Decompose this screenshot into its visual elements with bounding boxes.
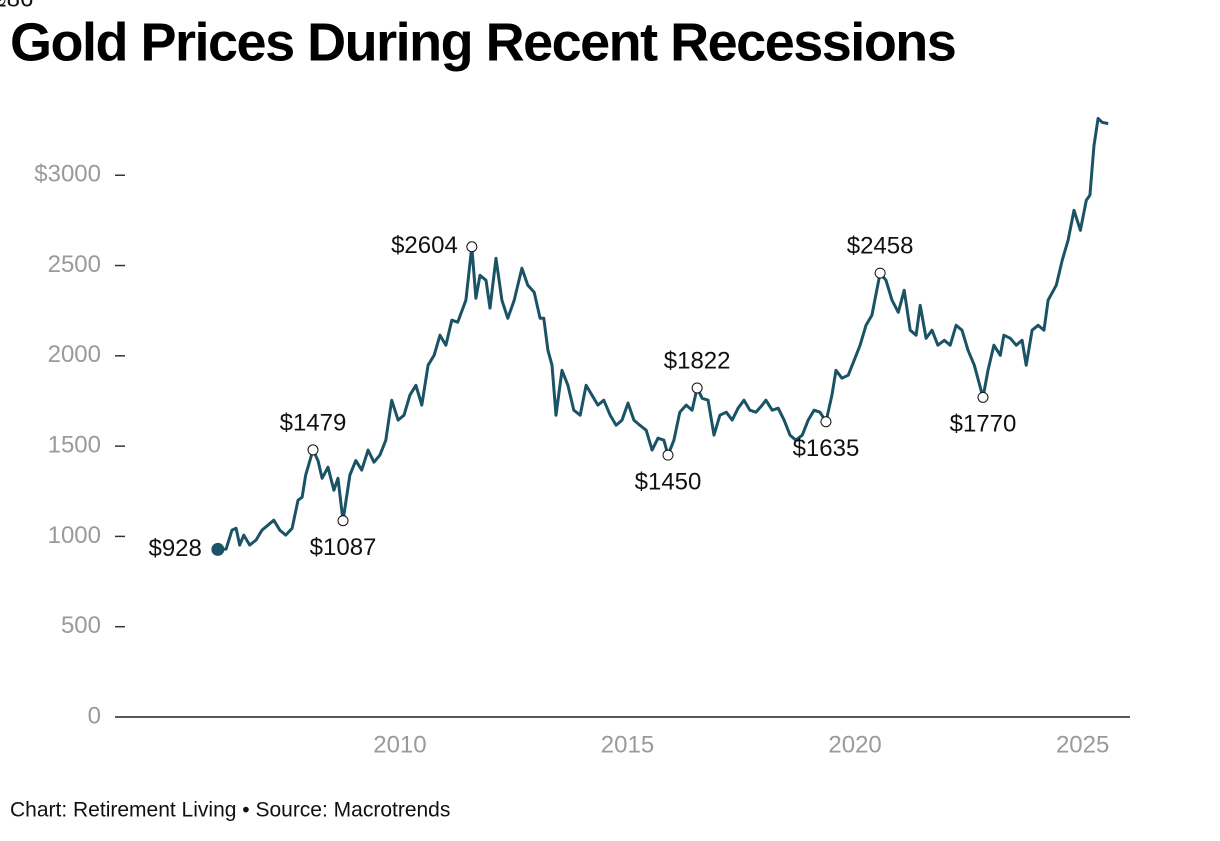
end-marker bbox=[211, 542, 225, 556]
y-tick-label: 2500 bbox=[48, 251, 101, 278]
y-tick-label: 500 bbox=[61, 612, 101, 639]
x-tick-label: 2015 bbox=[601, 731, 654, 758]
x-tick-label: 2010 bbox=[373, 731, 426, 758]
x-tick-label: 2020 bbox=[828, 731, 881, 758]
value-label: $1770 bbox=[950, 411, 1017, 438]
source-note: Chart: Retirement Living • Source: Macro… bbox=[10, 799, 450, 822]
point-marker bbox=[874, 267, 886, 279]
y-tick-label: 2000 bbox=[48, 341, 101, 368]
y-tick-label: 1500 bbox=[48, 431, 101, 458]
price-line bbox=[217, 116, 1109, 551]
point-marker bbox=[307, 444, 319, 456]
value-label: $1635 bbox=[793, 435, 860, 462]
y-tick-label: 0 bbox=[88, 702, 101, 729]
point-marker bbox=[977, 391, 989, 403]
value-label: $1087 bbox=[310, 534, 377, 561]
y-tick-label: 1000 bbox=[48, 522, 101, 549]
value-label: $1822 bbox=[664, 347, 731, 374]
point-marker bbox=[466, 241, 478, 253]
point-marker bbox=[691, 382, 703, 394]
value-label: $3286 bbox=[0, 0, 33, 12]
chart-title: Gold Prices During Recent Recessions bbox=[10, 12, 955, 72]
value-label: $2458 bbox=[847, 232, 914, 259]
y-tick-label: $3000 bbox=[34, 161, 101, 188]
point-marker bbox=[662, 449, 674, 461]
point-marker bbox=[337, 515, 349, 527]
point-marker bbox=[820, 416, 832, 428]
value-label: $1450 bbox=[635, 468, 702, 495]
point-marker bbox=[0, 0, 6, 6]
x-tick-label: 2025 bbox=[1056, 731, 1109, 758]
value-label: $1479 bbox=[280, 409, 347, 436]
value-label: $928 bbox=[148, 535, 201, 562]
value-label: $2604 bbox=[391, 232, 458, 259]
